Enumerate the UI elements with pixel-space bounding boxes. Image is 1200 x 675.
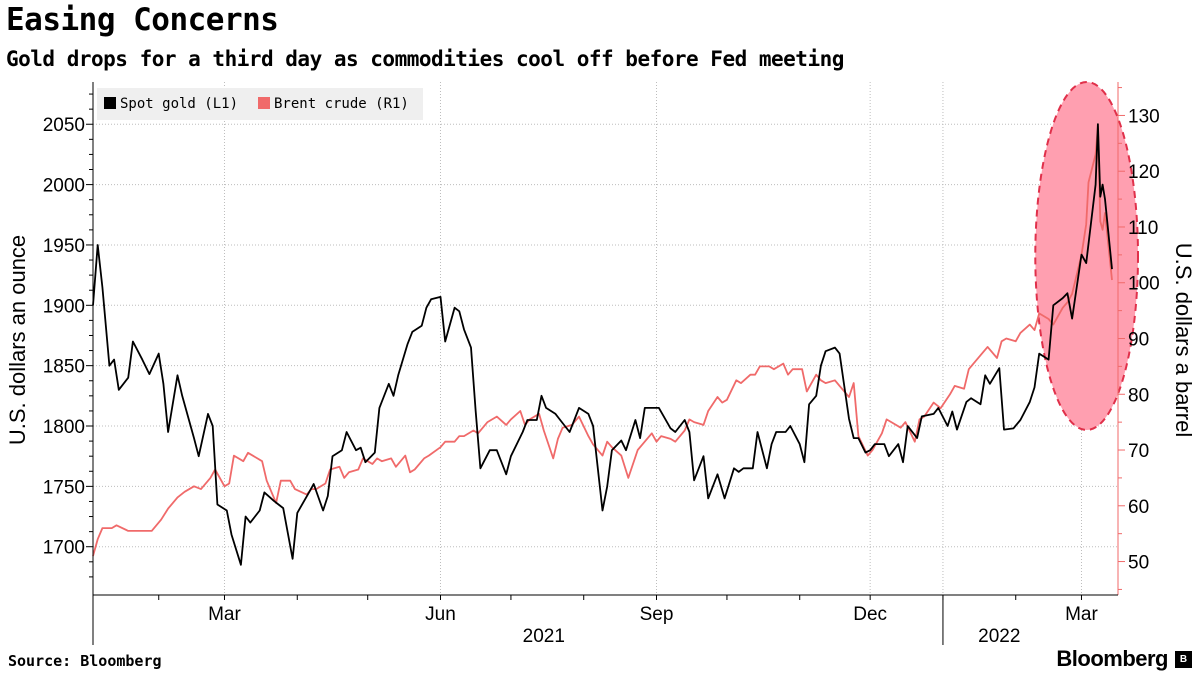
bloomberg-logo: Bloomberg [1056,646,1168,671]
legend-swatch-gold [104,97,116,109]
right-tick-label: 100 [1128,274,1160,295]
left-tick-label: 2000 [43,176,85,197]
legend-label-brent: Brent crude (R1) [274,96,409,112]
legend-label-gold: Spot gold (L1) [120,96,238,112]
right-axis-title: U.S. dollars a barrel [1171,243,1196,437]
x-tick-label: Mar [208,604,241,625]
left-tick-label: 1700 [43,538,85,559]
left-tick-label: 1750 [43,477,85,498]
legend-swatch-brent [258,97,270,109]
right-tick-label: 60 [1128,497,1149,518]
series-line-brent [92,125,1113,557]
right-tick-label: 130 [1128,106,1160,127]
right-tick-label: 90 [1128,330,1149,351]
x-tick-label: Dec [853,604,887,625]
year-label: 2021 [523,626,565,647]
right-tick-label: 50 [1128,553,1149,574]
x-tick-label: Mar [1065,604,1098,625]
legend: Spot gold (L1) Brent crude (R1) [97,88,423,120]
series-line-gold [92,123,1113,566]
series-layer [92,123,1113,566]
left-tick-label: 1950 [43,236,85,257]
source-note: Source: Bloomberg [8,652,162,670]
left-tick-label: 2050 [43,115,85,136]
left-tick-label: 1800 [43,417,85,438]
chart-subtitle: Gold drops for a third day as commoditie… [6,47,844,71]
left-axis-title: U.S. dollars an ounce [5,235,30,445]
x-tick-label: Jun [425,604,456,625]
left-tick-label: 1850 [43,357,85,378]
right-tick-label: 80 [1128,385,1149,406]
right-tick-label: 110 [1128,218,1158,239]
right-tick-label: 70 [1128,441,1149,462]
left-tick-label: 1900 [43,296,85,317]
bloomberg-logo-icon: B [1175,651,1192,668]
x-tick-label: Sep [640,604,674,625]
chart-title: Easing Concerns [6,2,279,38]
axes: 1700 1750 1800 1850 1900 1950 2000 2050 50 60 70 80… [43,82,1160,647]
right-tick-label: 120 [1128,162,1160,183]
year-label: 2022 [978,626,1020,647]
